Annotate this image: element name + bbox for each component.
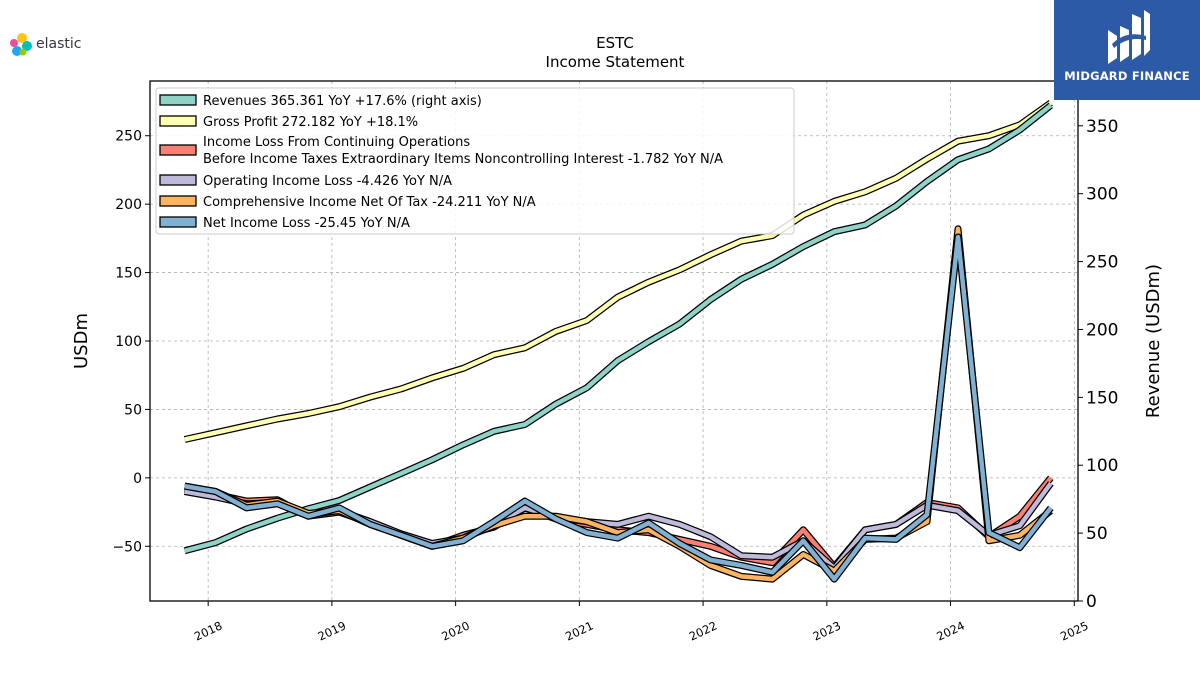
tick-label-x: 2021 (563, 618, 595, 643)
left-axis-label: USDm (71, 313, 92, 369)
tick-label-y-left: 50 (124, 402, 142, 418)
tick-label-y-left: 100 (115, 334, 142, 350)
tick-label-y-right: 50 (1086, 524, 1108, 544)
legend-box (155, 87, 795, 235)
elastic-logo-text: elastic (36, 36, 82, 52)
tick-label-y-right: 300 (1086, 185, 1118, 205)
tick-label-y-right: 0 (1086, 592, 1097, 612)
tick-label-y-left: −50 (112, 539, 142, 555)
legend-label: Comprehensive Income Net Of Tax -24.211 … (203, 195, 536, 210)
legend-swatch (159, 216, 197, 228)
legend-swatch (159, 144, 197, 156)
right-axis-label: Revenue (USDm) (1143, 264, 1164, 418)
midgard-finance-emblem-icon (1108, 10, 1150, 64)
tick-label-x: 2018 (192, 618, 224, 643)
chart-subtitle: Income Statement (546, 53, 685, 71)
tick-label-x: 2023 (811, 618, 843, 643)
legend-label: Gross Profit 272.182 YoY +18.1% (203, 115, 418, 130)
tick-label-x: 2019 (316, 618, 348, 643)
legend-swatch (159, 174, 197, 186)
tick-label-x: 2025 (1058, 618, 1090, 643)
tick-label-y-right: 350 (1086, 117, 1118, 137)
tick-label-x: 2020 (439, 618, 471, 643)
elastic-logo: elastic (8, 32, 108, 60)
tick-label-y-left: 250 (115, 129, 142, 145)
midgard-finance-text: MIDGARD FINANCE (1064, 69, 1190, 83)
tick-label-y-right: 200 (1086, 320, 1118, 340)
legend-label: Operating Income Loss -4.426 YoY N/A (203, 174, 452, 189)
legend-label: Net Income Loss -25.45 YoY N/A (203, 216, 410, 231)
tick-label-y-left: 200 (115, 197, 142, 213)
legend-swatch (159, 115, 197, 127)
tick-label-y-right: 100 (1086, 456, 1118, 476)
tick-label-x: 2024 (934, 618, 966, 643)
tick-label-x: 2022 (687, 618, 719, 643)
legend-swatch (159, 94, 197, 106)
legend-swatch (159, 195, 197, 207)
legend-label: Income Loss From Continuing Operations Be… (203, 135, 723, 167)
legend-label: Revenues 365.361 YoY +17.6% (right axis) (203, 94, 482, 109)
series-net-income-loss-line (184, 234, 1053, 582)
chart-legend: Revenues 365.361 YoY +17.6% (right axis)… (155, 87, 795, 235)
tick-label-y-right: 250 (1086, 253, 1118, 273)
series-gross-profit-line (184, 101, 1053, 442)
midgard-finance-logo: MIDGARD FINANCE (1054, 0, 1200, 100)
tick-label-y-left: 150 (115, 266, 142, 282)
tick-label-y-right: 150 (1086, 388, 1118, 408)
series-revenues-line (184, 103, 1053, 553)
chart-title: ESTC (596, 34, 634, 52)
tick-label-y-left: 0 (133, 471, 142, 487)
elastic-logo-icon (10, 33, 32, 56)
